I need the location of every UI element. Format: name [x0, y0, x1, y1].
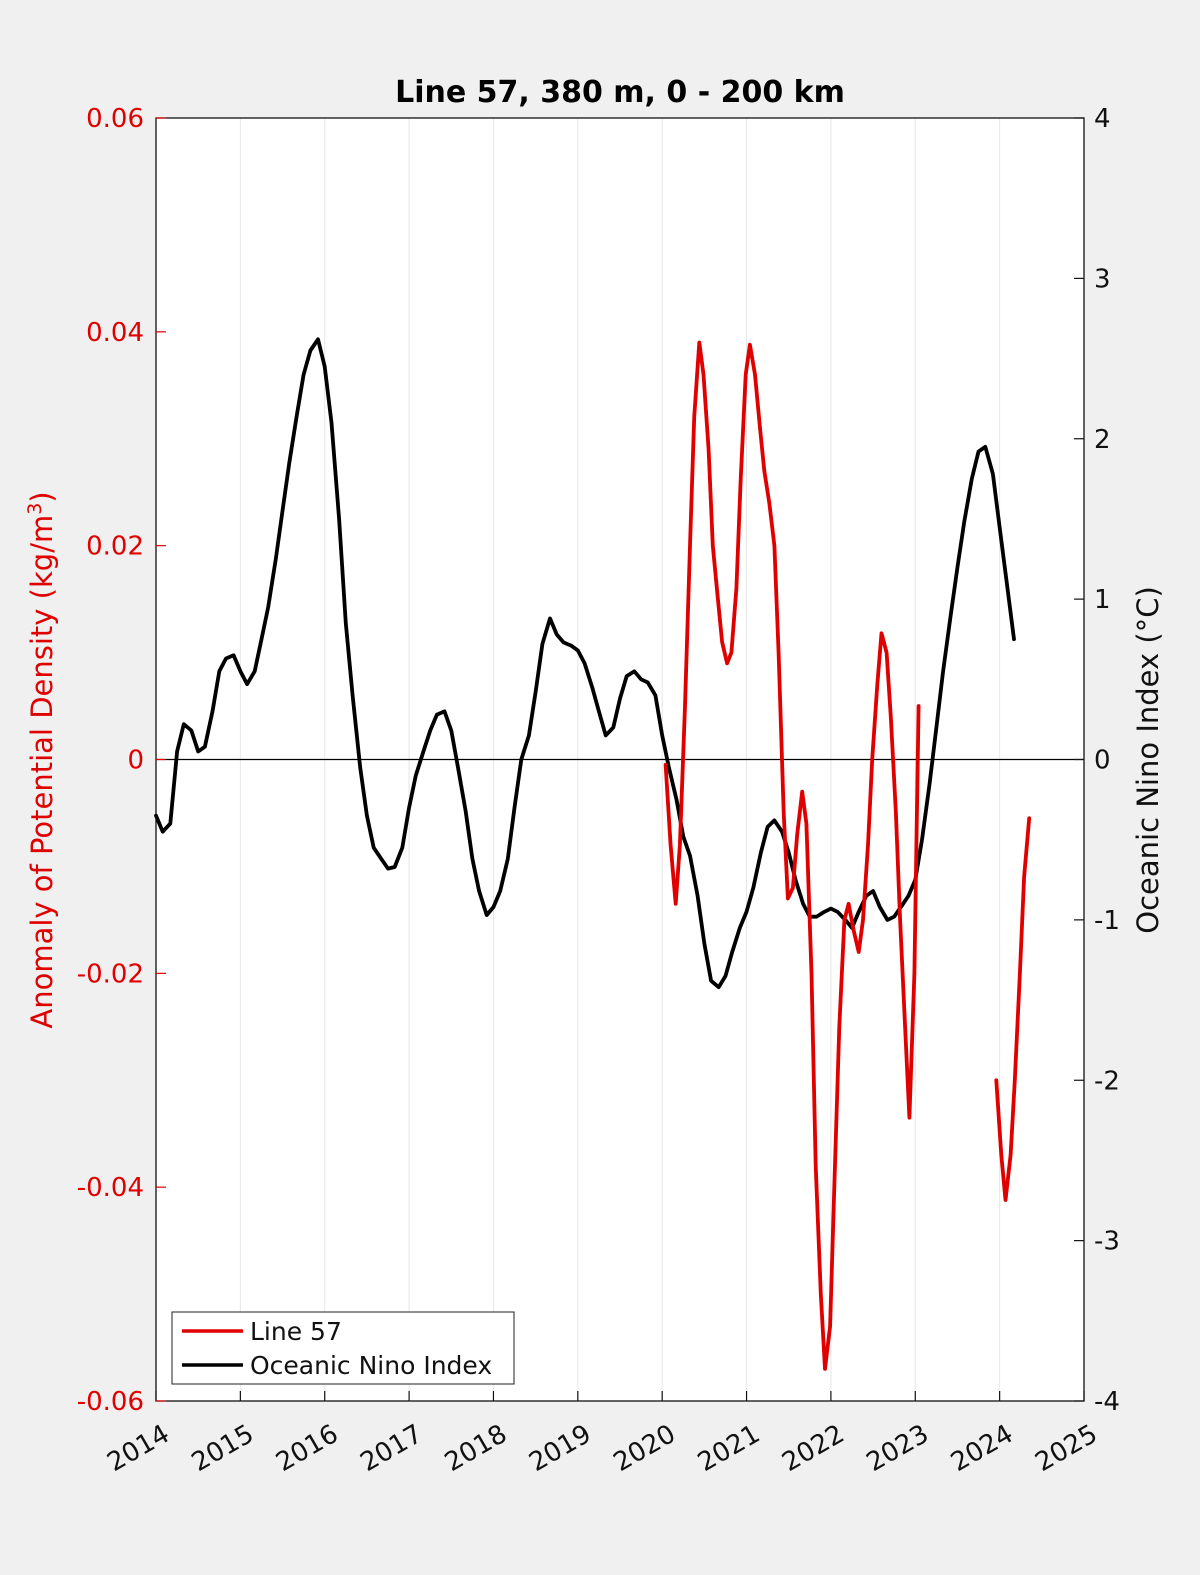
legend-label-line-57: Line 57 [250, 1317, 342, 1346]
y-tick-label: 0.02 [86, 532, 144, 562]
y2-tick-label: -3 [1094, 1227, 1120, 1257]
y2-tick-label: -2 [1094, 1066, 1120, 1096]
legend-label-oni: Oceanic Nino Index [250, 1351, 492, 1380]
y2-tick-label: 0 [1094, 746, 1111, 776]
y-axis-label-superscript: 3 [24, 503, 46, 515]
y2-tick-label: 1 [1094, 585, 1111, 615]
y2-tick-label: 3 [1094, 264, 1111, 294]
line-57-segment [994, 816, 1032, 1202]
y-axis-label-main: Anomaly of Potential Density (kg/m [25, 515, 59, 1029]
y-tick-label: -0.06 [77, 1387, 144, 1417]
oni-line-segment [154, 337, 1016, 990]
legend-box [171, 1311, 515, 1385]
y-axis-label: Anomaly of Potential Density (kg/m3) [24, 491, 59, 1028]
y-tick-label: 0.04 [86, 318, 144, 348]
series-layer [154, 337, 1032, 1371]
y-axis-label-end: ) [25, 491, 59, 502]
chart-title: Line 57, 380 m, 0 - 200 km [395, 75, 845, 110]
y-tick-label: 0 [127, 746, 144, 776]
legend: Line 57 Oceanic Nino Index [171, 1311, 515, 1385]
line-57-segment [663, 340, 921, 1371]
y-tick-label: -0.02 [77, 959, 144, 989]
y2-tick-label: -1 [1094, 906, 1120, 936]
y2-axis-label: Oceanic Nino Index (°C) [1131, 586, 1165, 934]
y2-tick-label: -4 [1094, 1387, 1120, 1417]
y2-tick-label: 4 [1094, 104, 1111, 134]
y-tick-label: 0.06 [86, 104, 144, 134]
y-tick-label: -0.04 [77, 1173, 144, 1203]
y2-tick-label: 2 [1094, 425, 1111, 455]
